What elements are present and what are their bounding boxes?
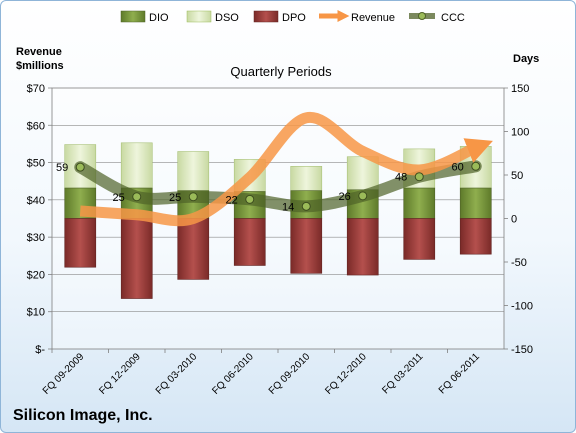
right-tick-label: 150	[511, 83, 529, 95]
x-tick-label: FQ 09-2010	[267, 351, 313, 397]
ccc-data-label: 59	[56, 162, 68, 174]
data-labels: 59 25 25 22 14 26 48 60	[56, 161, 464, 213]
left-tick-label: $70	[27, 83, 45, 95]
legend-swatch-dso	[186, 10, 212, 23]
ccc-data-label: 22	[226, 194, 238, 206]
x-tick-label: FQ 12-2009	[97, 351, 143, 397]
x-axis-ticks: FQ 09-2009 FQ 12-2009 FQ 03-2010 FQ 06-2010…	[41, 349, 482, 397]
x-tick-label: FQ 12-2010	[323, 351, 369, 397]
ccc-points	[75, 161, 481, 211]
right-tick-label: 50	[511, 170, 523, 182]
bar-dpo	[403, 218, 436, 260]
legend-label-revenue: Revenue	[351, 12, 395, 24]
left-tick-label: $20	[27, 269, 45, 281]
bar-dpo	[290, 218, 323, 274]
right-tick-label: -50	[511, 257, 527, 269]
bar-dpo	[177, 218, 210, 280]
revenue-line	[79, 112, 493, 227]
bar-dpo	[346, 218, 379, 276]
left-axis-title-line1: Revenue	[16, 46, 62, 58]
x-tick-label: FQ 09-2009	[41, 351, 87, 397]
right-tick-label: -100	[511, 301, 533, 313]
ccc-data-label: 26	[339, 191, 351, 203]
legend-swatch-dpo	[253, 10, 279, 23]
chart-title: Quarterly Periods	[230, 64, 332, 79]
right-tick-label: 100	[511, 127, 529, 139]
bar-dpo	[459, 218, 492, 255]
bar-dpo	[233, 218, 266, 266]
legend: DIO DSO DPO Revenue CCC	[120, 9, 465, 24]
bar-dso	[120, 142, 153, 189]
bar-dpo	[64, 218, 97, 268]
x-tick-label: FQ 06-2010	[210, 351, 256, 397]
legend-label-dso: DSO	[215, 12, 239, 24]
legend-label-ccc: CCC	[441, 12, 465, 24]
ccc-data-label: 25	[169, 192, 181, 204]
bar-dio	[459, 187, 492, 219]
ccc-data-label: 25	[113, 192, 125, 204]
ccc-data-label: 60	[452, 161, 464, 173]
ccc-point	[414, 172, 424, 182]
right-tick-label: -150	[511, 344, 533, 356]
right-axis-ticks: -150 -100 -50 0 50 100 150	[504, 83, 533, 356]
right-axis-title: Days	[513, 53, 539, 65]
left-tick-label: $10	[27, 307, 45, 319]
left-axis-ticks: $- $10 $20 $30 $40 $50 $60 $70	[27, 83, 52, 356]
left-tick-label: $-	[35, 344, 45, 356]
left-tick-label: $40	[27, 195, 45, 207]
ccc-point	[75, 162, 85, 172]
revenue-series	[79, 112, 493, 227]
right-tick-label: 0	[511, 214, 517, 226]
ccc-data-label: 14	[282, 201, 294, 213]
ccc-point	[132, 192, 142, 202]
ccc-point	[471, 161, 481, 171]
left-axis-title-line2: $millions	[16, 60, 64, 72]
left-tick-label: $30	[27, 232, 45, 244]
bar-dso	[290, 166, 323, 191]
x-tick-label: FQ 06-2011	[437, 351, 482, 396]
ccc-data-label: 48	[395, 172, 407, 184]
ccc-point	[301, 201, 311, 211]
bar-dpo	[120, 218, 153, 299]
ccc-point	[245, 194, 255, 204]
x-tick-label: FQ 03-2010	[154, 351, 200, 397]
company-name: Silicon Image, Inc.	[13, 407, 153, 424]
bar-dio	[403, 187, 436, 219]
legend-swatch-dio	[120, 10, 146, 23]
ccc-point	[358, 191, 368, 201]
ccc-point	[188, 192, 198, 202]
bar-dso	[177, 151, 210, 191]
left-tick-label: $50	[27, 158, 45, 170]
legend-label-dpo: DPO	[282, 12, 306, 24]
legend-marker-ccc	[418, 12, 426, 20]
x-tick-label: FQ 03-2011	[380, 351, 425, 396]
left-tick-label: $60	[27, 120, 45, 132]
legend-label-dio: DIO	[149, 12, 169, 24]
plot-area: $- $10 $20 $30 $40 $50 $60 $70 -150 -100 -50 0 50 10…	[27, 83, 533, 397]
